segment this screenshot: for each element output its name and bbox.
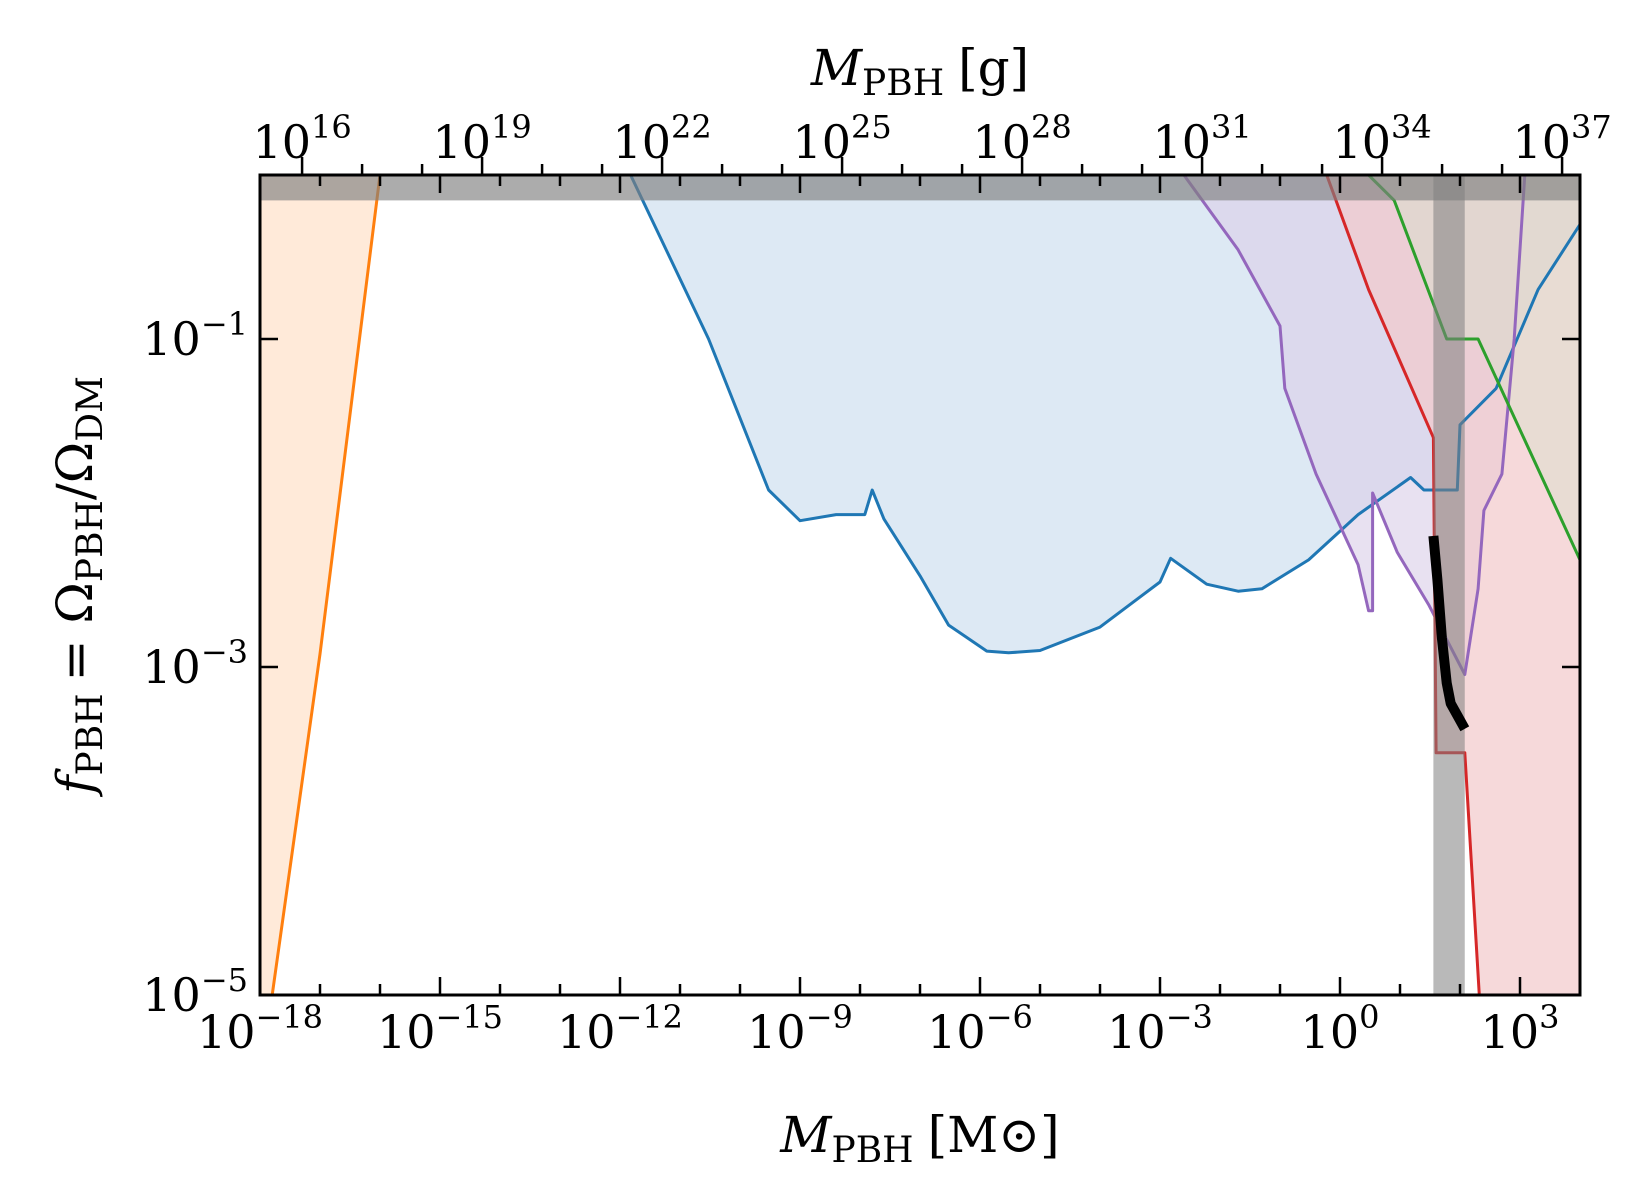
x-tick-label-exponent: −12 <box>616 998 684 1036</box>
x2-tick-label: 1028 <box>972 108 1071 169</box>
x-tick-label-exponent: −18 <box>256 998 324 1036</box>
x-axis-title-symbol: M <box>779 1106 833 1164</box>
x2-axis-title-subscript: PBH <box>862 63 944 104</box>
x2-tick-label-base: 10 <box>252 115 311 169</box>
x-tick-label-base: 10 <box>557 1005 616 1059</box>
x2-axis-title: MPBH [g] <box>810 39 1029 104</box>
x2-tick-label-base: 10 <box>1332 115 1391 169</box>
x2-tick-label-exponent: 22 <box>671 108 712 146</box>
y-tick-label-base: 10 <box>142 312 201 366</box>
x2-tick-label-exponent: 28 <box>1031 108 1072 146</box>
x-axis-title-unit: [M⊙] <box>928 1106 1060 1164</box>
x-tick-label-exponent: 0 <box>1359 998 1379 1036</box>
x2-tick-label: 1037 <box>1512 108 1611 169</box>
y-tick-label: 10−5 <box>142 961 248 1022</box>
x2-tick-label-exponent: 31 <box>1211 108 1252 146</box>
x2-tick-label-exponent: 25 <box>851 108 892 146</box>
x-tick-label: 10−15 <box>377 998 503 1059</box>
constraint-boundary-2 <box>1182 175 1527 676</box>
x-tick-label: 10−18 <box>197 998 323 1059</box>
x2-tick-label-base: 10 <box>972 115 1031 169</box>
highlight-curve <box>1428 535 1470 732</box>
x2-tick-label-base: 10 <box>1512 115 1571 169</box>
y-tick-label-exponent: −1 <box>201 305 248 343</box>
x-tick-label: 103 <box>1481 998 1560 1059</box>
constraint-regions <box>260 175 1580 995</box>
x2-tick-label: 1016 <box>252 108 351 169</box>
y-tick-label-exponent: −5 <box>201 961 248 999</box>
y-tick-label: 10−1 <box>142 305 248 366</box>
x-tick-label: 100 <box>1301 998 1380 1059</box>
y-tick-label: 10−3 <box>142 633 248 694</box>
x-tick-label: 10−6 <box>927 998 1033 1059</box>
x2-tick-label: 1019 <box>432 108 531 169</box>
x2-tick-label-exponent: 19 <box>491 108 532 146</box>
x2-tick-label-base: 10 <box>612 115 671 169</box>
x-tick-label-exponent: −3 <box>1166 998 1213 1036</box>
highlight-curve-group <box>1428 535 1470 732</box>
x-tick-label-base: 10 <box>747 1005 806 1059</box>
x2-axis-title-symbol: M <box>810 39 864 97</box>
x2-tick-label: 1034 <box>1332 108 1431 169</box>
x-tick-label-exponent: −6 <box>986 998 1033 1036</box>
x-tick-label-exponent: −15 <box>436 998 504 1036</box>
x2-tick-label: 1025 <box>792 108 891 169</box>
y-axis-title-den-sub: DM <box>70 376 111 442</box>
y-axis-title-eq: = Ω <box>46 582 104 681</box>
x-tick-label: 10−9 <box>747 998 853 1059</box>
x2-axis-title-unit: [g] <box>958 39 1029 97</box>
x-tick-label: 10−3 <box>1107 998 1213 1059</box>
x-tick-label-exponent: 3 <box>1539 998 1559 1036</box>
constraint-boundary-0 <box>260 175 382 995</box>
y-axis-title-f-sub: PBH <box>70 693 111 775</box>
axis-ticks <box>258 157 1582 997</box>
x-tick-label-base: 10 <box>197 1005 256 1059</box>
x2-tick-label: 1022 <box>612 108 711 169</box>
x-tick-label-base: 10 <box>927 1005 986 1059</box>
x2-tick-label-exponent: 37 <box>1571 108 1612 146</box>
x-axis-title-subscript: PBH <box>832 1130 914 1171</box>
y-axis-title-slash: /Ω <box>46 442 104 500</box>
x2-tick-label-exponent: 16 <box>311 108 352 146</box>
x-tick-label-base: 10 <box>1301 1005 1360 1059</box>
y-tick-label-base: 10 <box>142 640 201 694</box>
y-tick-label-base: 10 <box>142 968 201 1022</box>
y-tick-label-exponent: −3 <box>201 633 248 671</box>
constraint-boundary-1 <box>629 175 1580 655</box>
x-tick-label-base: 10 <box>1481 1005 1540 1059</box>
y-axis-title-num-sub: PBH <box>70 500 111 582</box>
x2-tick-label-base: 10 <box>1152 115 1211 169</box>
x2-tick-label-base: 10 <box>792 115 851 169</box>
x2-tick-label-base: 10 <box>432 115 491 169</box>
x2-tick-label-exponent: 34 <box>1391 108 1432 146</box>
constraint-boundary-3 <box>1325 175 1580 995</box>
y-axis-title: fPBH= ΩPBH/ΩDM <box>46 376 111 798</box>
constraint-region-0 <box>260 175 380 995</box>
x-tick-label-base: 10 <box>377 1005 436 1059</box>
x-axis-title: MPBH [M⊙] <box>779 1106 1059 1171</box>
x-tick-label-base: 10 <box>1107 1005 1166 1059</box>
x-tick-label-exponent: −9 <box>806 998 853 1036</box>
x-tick-label: 10−12 <box>557 998 683 1059</box>
x2-tick-label: 1031 <box>1152 108 1251 169</box>
